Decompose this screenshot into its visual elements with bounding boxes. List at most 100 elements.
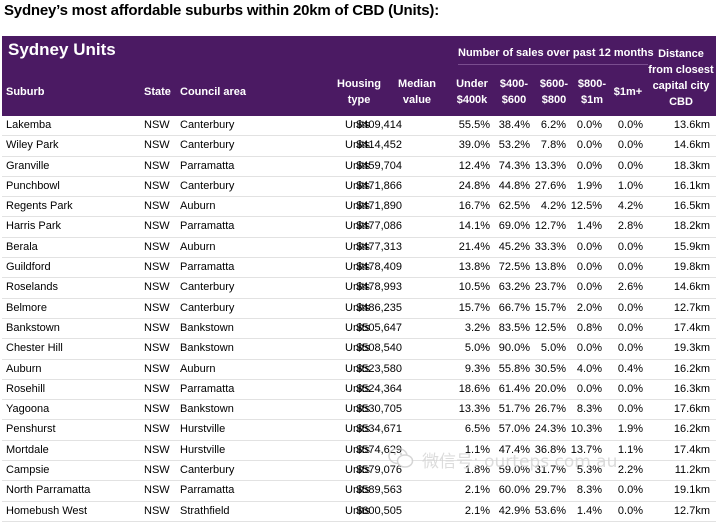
cell-council: Hurstville [180, 443, 226, 456]
cell-b800: 0.8% [576, 321, 602, 334]
cell-b400: 66.7% [498, 301, 530, 314]
cell-b800: 0.0% [576, 119, 602, 131]
cell-b400: 51.7% [498, 403, 530, 416]
cell-type: Units [345, 423, 371, 436]
cell-council: Canterbury [180, 281, 235, 294]
cell-m1: 0.4% [617, 362, 643, 375]
cell-b400: 55.8% [498, 362, 530, 375]
cell-b800: 0.0% [576, 139, 602, 152]
cell-suburb: Belmore [6, 301, 47, 314]
cell-m1: 0.0% [617, 321, 643, 334]
cell-u400: 6.5% [464, 423, 490, 436]
cell-type: Units [345, 321, 371, 334]
cell-median: $530,705 [356, 403, 402, 416]
header-under-400k: Under $400k [456, 78, 488, 106]
sheet-title: Sydney Units [8, 40, 116, 59]
header-over-1m: $1m+ [613, 86, 643, 98]
table-row: Guildford NSW Parramatta Units $478,409 13.8%… [2, 258, 716, 279]
cell-median: $589,563 [356, 484, 402, 497]
cell-state: NSW [144, 342, 170, 355]
cell-council: Canterbury [180, 139, 235, 152]
table-row: Mortdale NSW Hurstville Units $574,629 1.1% 47… [2, 441, 716, 462]
cell-b800: 0.0% [576, 261, 602, 274]
header-suburb: Suburb [6, 86, 45, 98]
cell-u400: 13.3% [458, 403, 490, 416]
cell-b400: 83.5% [498, 321, 530, 334]
cell-dist: 19.3km [673, 342, 710, 355]
cell-dist: 16.3km [673, 382, 710, 395]
cell-m1: 2.8% [617, 220, 643, 233]
cell-council: Canterbury [180, 119, 235, 131]
cell-dist: 19.1km [673, 484, 710, 497]
table-row: Rosehill NSW Parramatta Units $524,364 18.6% 6… [2, 380, 716, 401]
cell-u400: 16.7% [458, 200, 490, 213]
cell-m1: 1.0% [617, 179, 643, 192]
cell-b800: 10.3% [570, 423, 602, 436]
cell-council: Bankstown [180, 321, 234, 334]
cell-council: Canterbury [180, 464, 235, 477]
cell-b800: 4.0% [576, 362, 602, 375]
cell-dist: 18.2km [673, 220, 710, 233]
cell-m1: 1.9% [617, 423, 643, 436]
cell-state: NSW [144, 464, 170, 477]
cell-b600: 20.0% [534, 382, 566, 395]
header-400-600: $400- $600 [499, 78, 529, 106]
cell-b800: 8.3% [576, 484, 602, 497]
cell-m1: 4.2% [617, 200, 643, 213]
cell-m1: 0.0% [617, 261, 643, 274]
cell-median: $574,629 [356, 443, 402, 456]
cell-type: Units [345, 179, 371, 192]
cell-b400: 45.2% [498, 240, 530, 253]
cell-state: NSW [144, 220, 170, 233]
header-600-800: $600- $800 [539, 78, 569, 106]
cell-median: $471,890 [356, 200, 402, 213]
cell-b800: 13.7% [570, 443, 602, 456]
cell-suburb: Yagoona [6, 403, 50, 416]
cell-b600: 24.3% [534, 423, 566, 436]
cell-dist: 16.2km [673, 362, 710, 375]
cell-state: NSW [144, 200, 170, 213]
cell-state: NSW [144, 119, 170, 131]
header-state: State [144, 86, 171, 98]
header-distance: Distance from closest capital city CBD [648, 48, 714, 108]
cell-m1: 2.2% [617, 464, 643, 477]
cell-u400: 2.1% [464, 484, 490, 497]
cell-dist: 17.6km [673, 403, 710, 416]
cell-council: Canterbury [180, 179, 235, 192]
table-row: Roselands NSW Canterbury Units $478,993 10.5%… [2, 278, 716, 299]
cell-b600: 29.7% [534, 484, 566, 497]
cell-state: NSW [144, 423, 170, 436]
cell-council: Parramatta [180, 159, 235, 172]
cell-state: NSW [144, 261, 170, 274]
cell-median: $478,993 [356, 281, 402, 294]
cell-council: Parramatta [180, 220, 235, 233]
cell-state: NSW [144, 362, 170, 375]
cell-b600: 30.5% [534, 362, 566, 375]
cell-u400: 12.4% [458, 159, 490, 172]
table-row: Harris Park NSW Parramatta Units $477,086 14.… [2, 217, 716, 238]
cell-median: $505,647 [356, 321, 402, 334]
cell-state: NSW [144, 382, 170, 395]
sales-group-label: Number of sales over past 12 months [458, 47, 654, 59]
header-median-value: Median value [398, 78, 436, 106]
cell-state: NSW [144, 484, 170, 497]
cell-median: $524,364 [356, 382, 402, 395]
cell-u400: 1.8% [464, 464, 490, 477]
cell-type: Units [345, 159, 371, 172]
cell-dist: 17.4km [673, 443, 710, 456]
cell-state: NSW [144, 179, 170, 192]
cell-dist: 18.3km [673, 159, 710, 172]
cell-type: Units [345, 484, 371, 497]
cell-suburb: Campsie [6, 464, 50, 477]
cell-b400: 44.8% [498, 179, 530, 192]
table-row: Auburn NSW Auburn Units $523,580 9.3% 55.8% 30.… [2, 360, 716, 380]
cell-dist: 12.7km [673, 301, 710, 314]
cell-b600: 36.8% [534, 443, 566, 456]
cell-median: $523,580 [356, 362, 402, 375]
cell-suburb: Roselands [6, 281, 58, 294]
cell-type: Units [345, 382, 371, 395]
cell-suburb: Wiley Park [6, 139, 59, 152]
cell-u400: 3.2% [464, 321, 490, 334]
cell-type: Units [345, 281, 371, 294]
cell-suburb: Rosehill [6, 382, 46, 395]
